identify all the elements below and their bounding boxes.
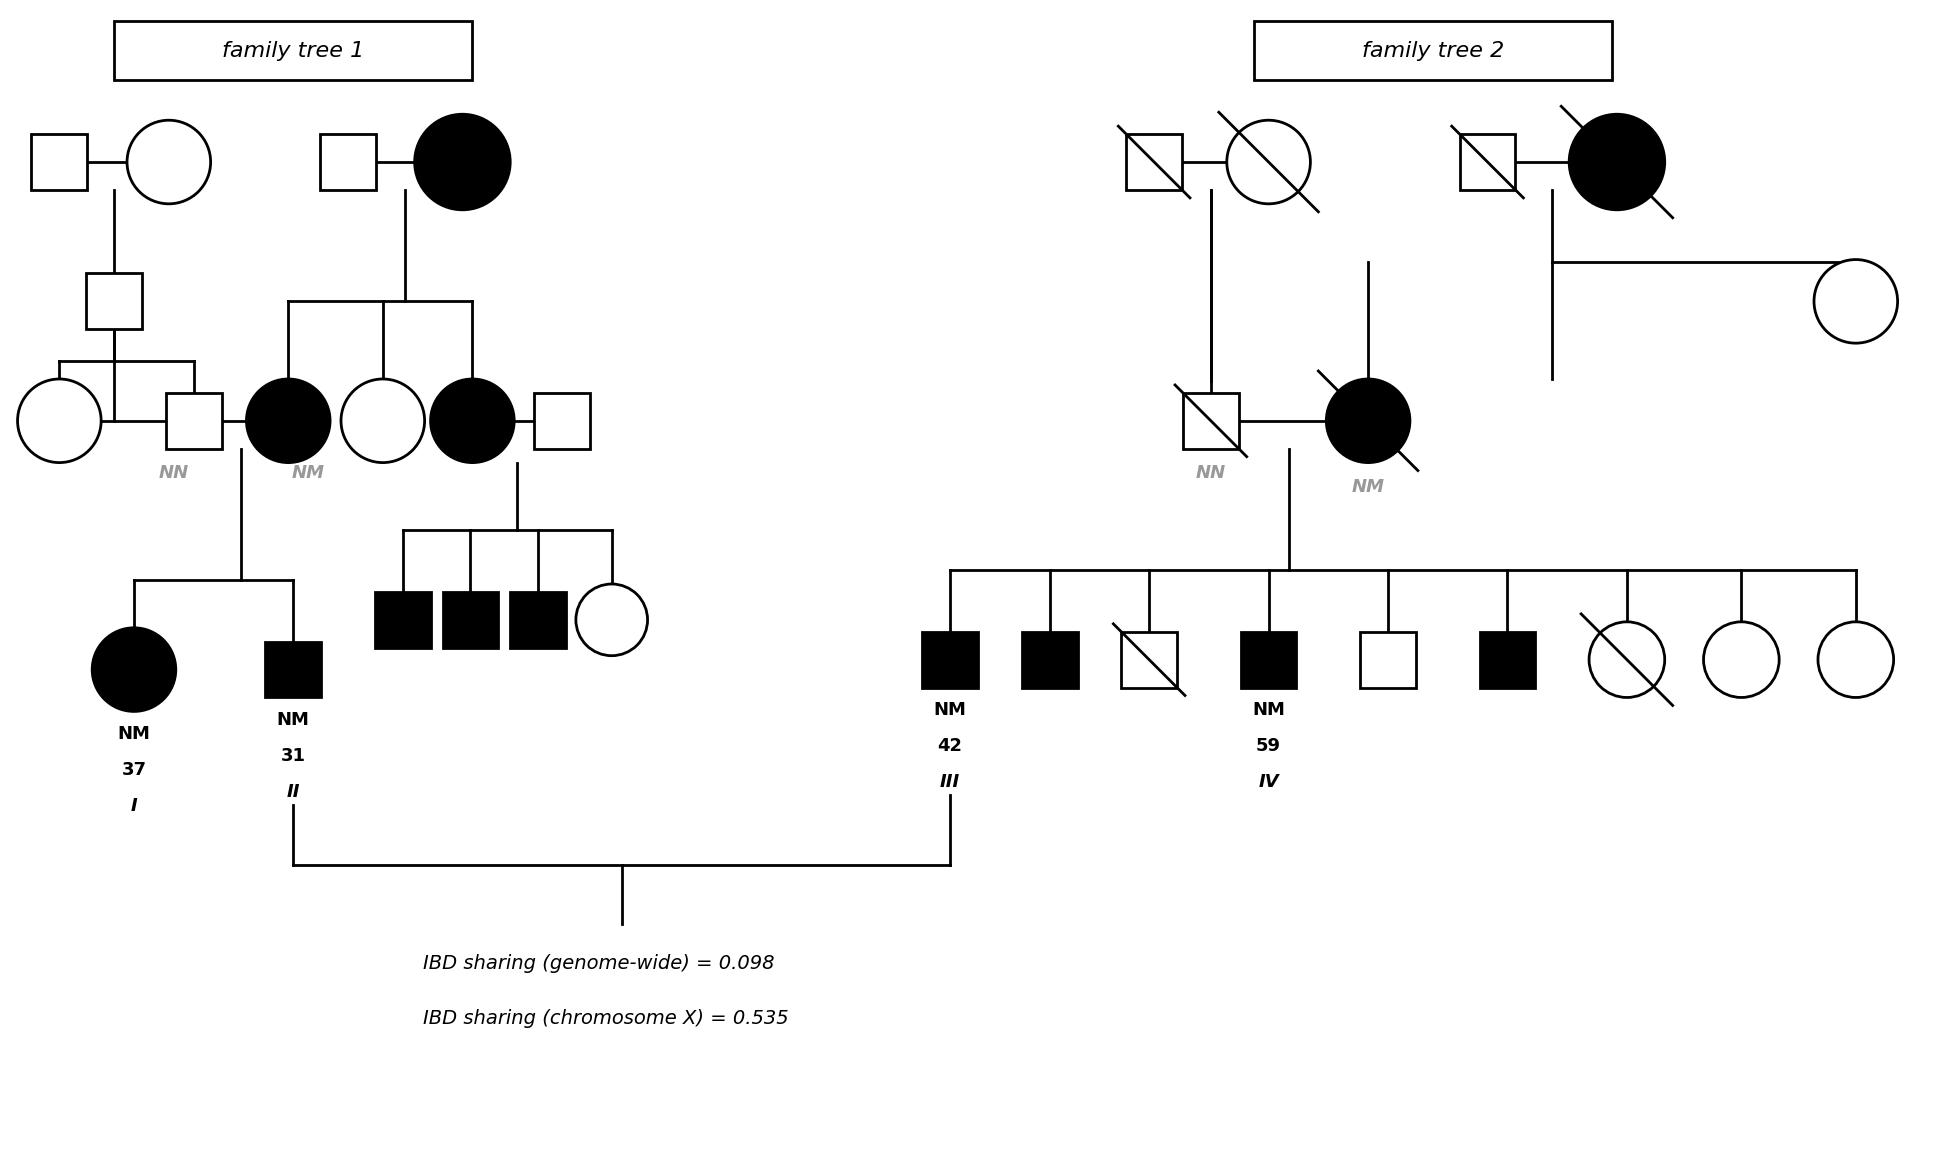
Ellipse shape: [92, 628, 175, 711]
Ellipse shape: [247, 379, 331, 463]
Ellipse shape: [1326, 379, 1410, 463]
Text: 37: 37: [121, 761, 146, 780]
Text: IBD sharing (genome-wide) = 0.098: IBD sharing (genome-wide) = 0.098: [422, 954, 775, 973]
Text: 59: 59: [1256, 737, 1281, 755]
Text: IBD sharing (chromosome X) = 0.535: IBD sharing (chromosome X) = 0.535: [422, 1008, 789, 1028]
Bar: [1121, 632, 1178, 688]
Text: family tree 2: family tree 2: [1361, 41, 1503, 61]
Ellipse shape: [1569, 114, 1665, 210]
Bar: [31, 134, 88, 190]
Ellipse shape: [1589, 622, 1665, 697]
Bar: [1125, 134, 1182, 190]
Ellipse shape: [415, 114, 510, 210]
Text: I: I: [130, 797, 138, 815]
Bar: [165, 393, 222, 448]
Ellipse shape: [341, 379, 424, 463]
Ellipse shape: [430, 379, 514, 463]
Bar: [923, 632, 977, 688]
Bar: [1460, 134, 1515, 190]
Text: 42: 42: [938, 737, 962, 755]
Ellipse shape: [1227, 120, 1310, 204]
Bar: [533, 393, 590, 448]
Text: NM: NM: [276, 711, 310, 729]
Bar: [1361, 632, 1415, 688]
Ellipse shape: [1818, 622, 1894, 697]
Ellipse shape: [1815, 259, 1898, 343]
Bar: [1254, 21, 1612, 80]
Text: III: III: [940, 774, 960, 791]
Bar: [86, 274, 142, 329]
Bar: [115, 21, 473, 80]
Ellipse shape: [1704, 622, 1780, 697]
Bar: [319, 134, 376, 190]
Text: NN: NN: [1195, 464, 1227, 481]
Text: NM: NM: [1252, 701, 1285, 720]
Ellipse shape: [127, 120, 210, 204]
Text: 31: 31: [280, 747, 306, 765]
Bar: [1240, 632, 1297, 688]
Bar: [442, 592, 498, 648]
Text: NN: NN: [158, 464, 189, 481]
Text: NM: NM: [117, 726, 150, 743]
Bar: [510, 592, 567, 648]
Text: II: II: [286, 783, 300, 801]
Bar: [376, 592, 430, 648]
Text: family tree 1: family tree 1: [222, 41, 364, 61]
Ellipse shape: [18, 379, 101, 463]
Text: NM: NM: [1351, 478, 1384, 495]
Bar: [1184, 393, 1238, 448]
Text: IV: IV: [1258, 774, 1279, 791]
Bar: [1022, 632, 1077, 688]
Ellipse shape: [576, 583, 648, 655]
Text: NM: NM: [292, 464, 325, 481]
Text: NM: NM: [935, 701, 966, 720]
Bar: [265, 642, 321, 697]
Bar: [1480, 632, 1536, 688]
